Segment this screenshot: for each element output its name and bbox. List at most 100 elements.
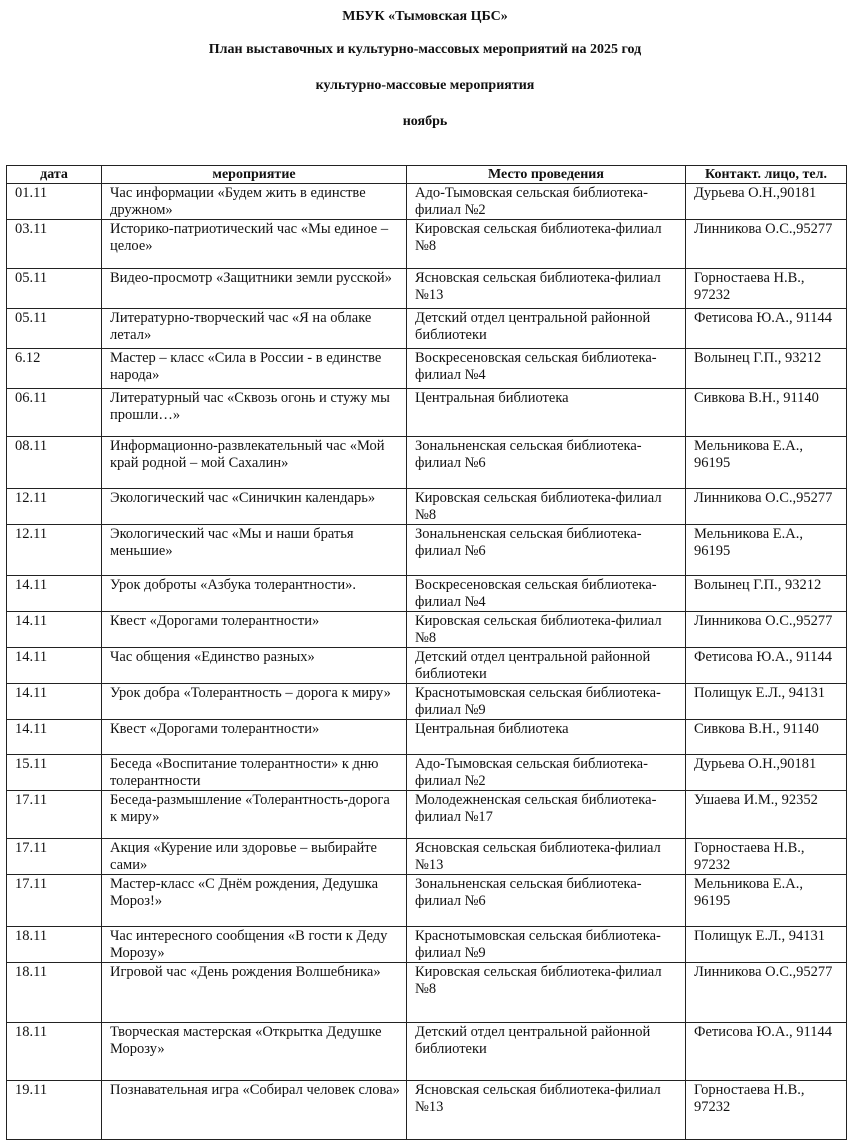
table-row: 12.11 Экологический час «Мы и наши братья… bbox=[6, 524, 847, 576]
cell-event: Урок доброты «Азбука толерантности». bbox=[101, 575, 407, 612]
table-row: 08.11 Информационно-развлекательный час «… bbox=[6, 436, 847, 489]
cell-event: Урок добра «Толерантность – дорога к мир… bbox=[101, 683, 407, 720]
table-row: 19.11 Познавательная игра «Собирал челове… bbox=[6, 1080, 847, 1140]
cell-event: Творческая мастерская «Открытка Дедушке … bbox=[101, 1022, 407, 1081]
table-row: 18.11 Час интересного сообщения «В гости … bbox=[6, 926, 847, 963]
cell-date: 17.11 bbox=[6, 838, 102, 875]
cell-event: Литературно-творческий час «Я на облаке … bbox=[101, 308, 407, 349]
cell-date: 14.11 bbox=[6, 575, 102, 612]
cell-contact: Мельникова Е.А., 96195 bbox=[685, 874, 847, 927]
cell-date: 08.11 bbox=[6, 436, 102, 489]
cell-place: Детский отдел центральной районной библи… bbox=[406, 308, 686, 349]
cell-place: Молодежненская сельская библиотека-филиа… bbox=[406, 790, 686, 839]
table-row: 14.11 Квест «Дорогами толерантности» Центр… bbox=[6, 719, 847, 755]
events-table: дата мероприятие Место проведения Контак… bbox=[6, 165, 847, 1140]
cell-place: Зональненская сельская библиотека-филиал… bbox=[406, 524, 686, 576]
column-header-date: дата bbox=[6, 165, 102, 184]
cell-event: Экологический час «Мы и наши братья мень… bbox=[101, 524, 407, 576]
cell-date: 12.11 bbox=[6, 524, 102, 576]
cell-contact: Дурьева О.Н.,90181 bbox=[685, 183, 847, 220]
cell-event: Литературный час «Сквозь огонь и стужу м… bbox=[101, 388, 407, 437]
cell-event: Мастер-класс «С Днём рождения, Дедушка М… bbox=[101, 874, 407, 927]
cell-place: Центральная библиотека bbox=[406, 719, 686, 755]
table-row: 18.11 Игровой час «День рождения Волшебни… bbox=[6, 962, 847, 1023]
cell-contact: Горностаева Н.В., 97232 bbox=[685, 268, 847, 309]
cell-date: 06.11 bbox=[6, 388, 102, 437]
cell-event: Видео-просмотр «Защитники земли русской» bbox=[101, 268, 407, 309]
cell-date: 14.11 bbox=[6, 719, 102, 755]
cell-contact: Волынец Г.П., 93212 bbox=[685, 348, 847, 389]
table-row: 14.11 Квест «Дорогами толерантности» Киров… bbox=[6, 611, 847, 648]
cell-contact: Сивкова В.Н., 91140 bbox=[685, 719, 847, 755]
cell-date: 14.11 bbox=[6, 683, 102, 720]
cell-place: Зональненская сельская библиотека-филиал… bbox=[406, 874, 686, 927]
cell-contact: Сивкова В.Н., 91140 bbox=[685, 388, 847, 437]
cell-contact: Мельникова Е.А., 96195 bbox=[685, 436, 847, 489]
cell-date: 01.11 bbox=[6, 183, 102, 220]
cell-place: Зональненская сельская библиотека-филиал… bbox=[406, 436, 686, 489]
cell-date: 15.11 bbox=[6, 754, 102, 791]
cell-date: 14.11 bbox=[6, 611, 102, 648]
column-header-event: мероприятие bbox=[101, 165, 407, 184]
cell-event: Час информации «Будем жить в единстве др… bbox=[101, 183, 407, 220]
cell-place: Адо-Тымовская сельская библиотека-филиал… bbox=[406, 183, 686, 220]
cell-contact: Горностаева Н.В., 97232 bbox=[685, 1080, 847, 1140]
cell-date: 6.12 bbox=[6, 348, 102, 389]
cell-date: 18.11 bbox=[6, 926, 102, 963]
table-row: 14.11 Урок добра «Толерантность – дорога … bbox=[6, 683, 847, 720]
cell-place: Кировская сельская библиотека-филиал №8 bbox=[406, 219, 686, 269]
cell-date: 05.11 bbox=[6, 268, 102, 309]
cell-contact: Линникова О.С.,95277 bbox=[685, 219, 847, 269]
cell-contact: Линникова О.С.,95277 bbox=[685, 962, 847, 1023]
table-row: 17.11 Акция «Курение или здоровье – выбир… bbox=[6, 838, 847, 875]
cell-place: Воскресеновская сельская библиотека-фили… bbox=[406, 348, 686, 389]
cell-contact: Горностаева Н.В., 97232 bbox=[685, 838, 847, 875]
cell-contact: Дурьева О.Н.,90181 bbox=[685, 754, 847, 791]
cell-place: Краснотымовская сельская библиотека-фили… bbox=[406, 926, 686, 963]
cell-date: 19.11 bbox=[6, 1080, 102, 1140]
cell-event: Беседа «Воспитание толерантности» к дню … bbox=[101, 754, 407, 791]
cell-contact: Линникова О.С.,95277 bbox=[685, 488, 847, 525]
cell-contact: Линникова О.С.,95277 bbox=[685, 611, 847, 648]
table-row: 17.11 Мастер-класс «С Днём рождения, Дед… bbox=[6, 874, 847, 927]
cell-place: Кировская сельская библиотека-филиал №8 bbox=[406, 962, 686, 1023]
table-header-row: дата мероприятие Место проведения Контак… bbox=[6, 165, 847, 184]
table-row: 06.11 Литературный час «Сквозь огонь и ст… bbox=[6, 388, 847, 437]
cell-date: 03.11 bbox=[6, 219, 102, 269]
cell-event: Час общения «Единство разных» bbox=[101, 647, 407, 684]
cell-place: Краснотымовская сельская библиотека-фили… bbox=[406, 683, 686, 720]
cell-event: Мастер – класс «Сила в России - в единст… bbox=[101, 348, 407, 389]
column-header-contact: Контакт. лицо, тел. bbox=[685, 165, 847, 184]
cell-date: 17.11 bbox=[6, 790, 102, 839]
cell-contact: Волынец Г.П., 93212 bbox=[685, 575, 847, 612]
cell-place: Воскресеновская сельская библиотека-фили… bbox=[406, 575, 686, 612]
cell-date: 17.11 bbox=[6, 874, 102, 927]
cell-date: 18.11 bbox=[6, 962, 102, 1023]
org-name: МБУК «Тымовская ЦБС» bbox=[342, 9, 508, 24]
cell-place: Ясновская сельская библиотека-филиал №13 bbox=[406, 268, 686, 309]
cell-place: Ясновская сельская библиотека-филиал №13 bbox=[406, 838, 686, 875]
cell-event: Игровой час «День рождения Волшебника» bbox=[101, 962, 407, 1023]
cell-date: 14.11 bbox=[6, 647, 102, 684]
cell-place: Детский отдел центральной районной библи… bbox=[406, 647, 686, 684]
cell-date: 12.11 bbox=[6, 488, 102, 525]
cell-event: Квест «Дорогами толерантности» bbox=[101, 719, 407, 755]
cell-contact: Полищук Е.Л., 94131 bbox=[685, 926, 847, 963]
cell-place: Кировская сельская библиотека-филиал №8 bbox=[406, 611, 686, 648]
table-row: 05.11 Литературно-творческий час «Я на об… bbox=[6, 308, 847, 349]
cell-contact: Фетисова Ю.А., 91144 bbox=[685, 308, 847, 349]
cell-contact: Мельникова Е.А., 96195 bbox=[685, 524, 847, 576]
cell-event: Квест «Дорогами толерантности» bbox=[101, 611, 407, 648]
table-row: 6.12 Мастер – класс «Сила в России - в ед… bbox=[6, 348, 847, 389]
cell-place: Кировская сельская библиотека-филиал №8 bbox=[406, 488, 686, 525]
cell-event: Историко-патриотический час «Мы единое –… bbox=[101, 219, 407, 269]
table-row: 05.11 Видео-просмотр «Защитники земли рус… bbox=[6, 268, 847, 309]
cell-contact: Фетисова Ю.А., 91144 bbox=[685, 647, 847, 684]
cell-place: Адо-Тымовская сельская библиотека-филиал… bbox=[406, 754, 686, 791]
cell-event: Познавательная игра «Собирал человек сло… bbox=[101, 1080, 407, 1140]
table-row: 01.11 Час информации «Будем жить в единст… bbox=[6, 183, 847, 220]
table-row: 14.11 Урок доброты «Азбука толерантности»… bbox=[6, 575, 847, 612]
cell-place: Детский отдел центральной районной библи… bbox=[406, 1022, 686, 1081]
cell-contact: Полищук Е.Л., 94131 bbox=[685, 683, 847, 720]
